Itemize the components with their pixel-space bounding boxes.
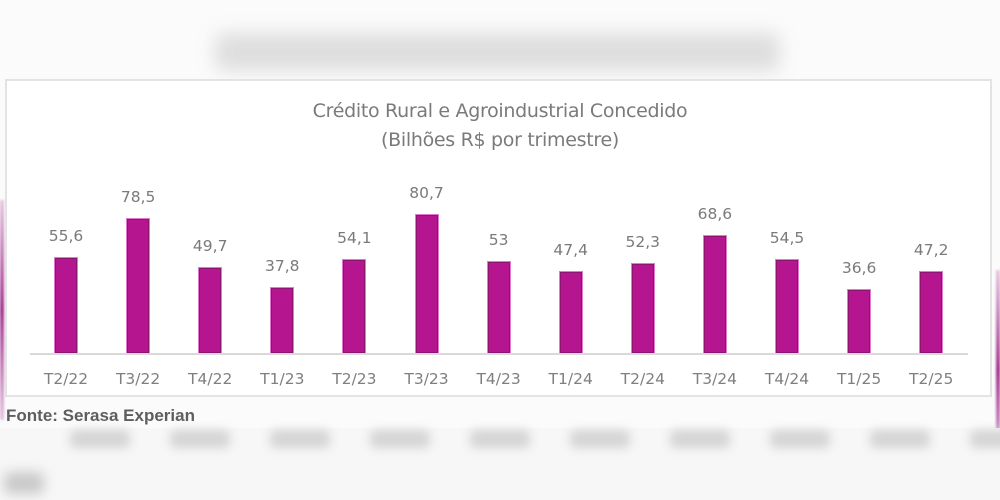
right-edge-decoration — [996, 270, 1000, 470]
bar-value-label: 68,6 — [697, 204, 733, 223]
bar-value-label: 47,2 — [913, 241, 949, 260]
blurred-background-element — [170, 430, 230, 448]
chart-title: Crédito Rural e Agroindustrial Concedido — [312, 100, 688, 122]
x-axis-tick-label: T3/23 — [404, 370, 449, 388]
bar — [920, 272, 943, 353]
bar-value-label: 78,5 — [120, 187, 156, 206]
x-axis-tick-label: T1/23 — [260, 370, 305, 388]
bar — [559, 271, 582, 353]
bar-value-label: 53 — [488, 231, 509, 250]
x-axis-tick-label: T1/24 — [548, 370, 593, 388]
x-axis-line — [30, 353, 968, 355]
blurred-background-element — [4, 472, 44, 494]
x-axis-tick-label: T2/23 — [332, 370, 377, 388]
bar-value-label: 55,6 — [48, 226, 84, 245]
bar — [127, 218, 150, 353]
bar — [848, 290, 871, 353]
x-axis-tick-label: T2/25 — [909, 370, 954, 388]
x-axis-tick-label: T2/22 — [43, 370, 89, 388]
bar-value-label: 47,4 — [553, 240, 588, 259]
x-axis-tick-label: T4/24 — [764, 370, 810, 388]
bar — [199, 268, 222, 353]
bar — [55, 257, 77, 353]
source-note: Fonte: Serasa Experian — [6, 406, 195, 425]
blurred-background-element — [870, 430, 930, 448]
blurred-background-element — [670, 430, 730, 448]
x-axis-tick-label: T2/24 — [620, 370, 665, 388]
bar-value-label: 37,8 — [265, 257, 300, 276]
blurred-background-element — [570, 430, 630, 448]
bar-value-label: 49,7 — [192, 237, 228, 255]
x-axis-tick-label: T4/22 — [188, 370, 233, 388]
bar — [343, 260, 366, 353]
bar — [776, 259, 798, 353]
bar — [703, 235, 726, 353]
blurred-background-element — [70, 430, 130, 448]
bar-value-label: 80,7 — [409, 184, 444, 202]
bar-value-label: 54,1 — [337, 229, 372, 248]
blurred-background-element — [270, 430, 330, 448]
chart-subtitle: (Bilhões R$ por trimestre) — [381, 129, 619, 151]
left-edge-decoration — [0, 200, 4, 420]
x-axis-tick-label: T3/22 — [115, 370, 161, 388]
bar — [415, 215, 438, 353]
x-axis-tick-label: T4/23 — [476, 370, 521, 388]
blurred-background-element — [970, 430, 1000, 448]
x-axis-tick-label: T1/25 — [836, 370, 882, 388]
bar-value-label: 54,5 — [769, 228, 805, 247]
blurred-background-element — [470, 430, 530, 448]
bar-value-label: 36,6 — [841, 259, 877, 278]
bar — [631, 263, 654, 353]
blurred-background-element — [770, 430, 830, 448]
bar — [487, 262, 510, 353]
blurred-article-heading — [215, 33, 780, 71]
bar — [271, 288, 294, 353]
bar-value-label: 52,3 — [625, 232, 661, 251]
x-axis-tick-label: T3/24 — [692, 370, 738, 388]
blurred-background-element — [370, 430, 430, 448]
